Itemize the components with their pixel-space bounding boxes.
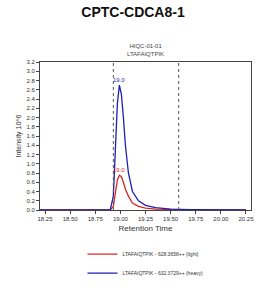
svg-text:2.6: 2.6: [26, 87, 35, 93]
svg-text:1.2: 1.2: [26, 152, 35, 158]
svg-text:Intensity 10^6: Intensity 10^6: [15, 114, 23, 157]
svg-text:19.50: 19.50: [163, 216, 179, 222]
svg-text:0.4: 0.4: [26, 189, 35, 195]
svg-text:1.8: 1.8: [26, 124, 35, 130]
svg-text:18.50: 18.50: [63, 216, 79, 222]
svg-text:LTAFAIQTPIK - 632.3729++ (heav: LTAFAIQTPIK - 632.3729++ (heavy): [123, 270, 203, 276]
svg-text:0.6: 0.6: [26, 179, 35, 185]
svg-text:1.6: 1.6: [26, 133, 35, 139]
svg-text:2.2: 2.2: [26, 105, 35, 111]
svg-text:19.75: 19.75: [188, 216, 204, 222]
svg-text:2.0: 2.0: [26, 115, 35, 121]
svg-text:2.4: 2.4: [26, 96, 35, 102]
svg-text:CPTC-CDCA8-1: CPTC-CDCA8-1: [81, 4, 185, 20]
svg-text:19.0: 19.0: [113, 77, 125, 83]
svg-text:19.0: 19.0: [113, 167, 125, 173]
svg-text:1.4: 1.4: [26, 142, 35, 148]
svg-text:0.8: 0.8: [26, 170, 35, 176]
svg-text:1.0: 1.0: [26, 161, 35, 167]
svg-text:19.25: 19.25: [138, 216, 154, 222]
svg-text:0.2: 0.2: [26, 198, 35, 204]
svg-text:LTAFAIQTPIK - 628.3658++ (ligh: LTAFAIQTPIK - 628.3658++ (light): [123, 251, 199, 257]
svg-text:3.2: 3.2: [26, 59, 35, 65]
svg-text:HIQC-01-01LTAFAIQTPIK: HIQC-01-01LTAFAIQTPIK: [127, 43, 164, 57]
svg-text:18.25: 18.25: [38, 216, 54, 222]
svg-text:Retention Time: Retention Time: [119, 224, 173, 233]
svg-text:19.00: 19.00: [113, 216, 129, 222]
svg-text:20.00: 20.00: [213, 216, 229, 222]
svg-text:18.75: 18.75: [88, 216, 104, 222]
svg-text:3.0: 3.0: [26, 68, 35, 74]
svg-text:20.25: 20.25: [238, 216, 254, 222]
svg-text:2.8: 2.8: [26, 78, 35, 84]
svg-text:0.0: 0.0: [26, 207, 35, 213]
